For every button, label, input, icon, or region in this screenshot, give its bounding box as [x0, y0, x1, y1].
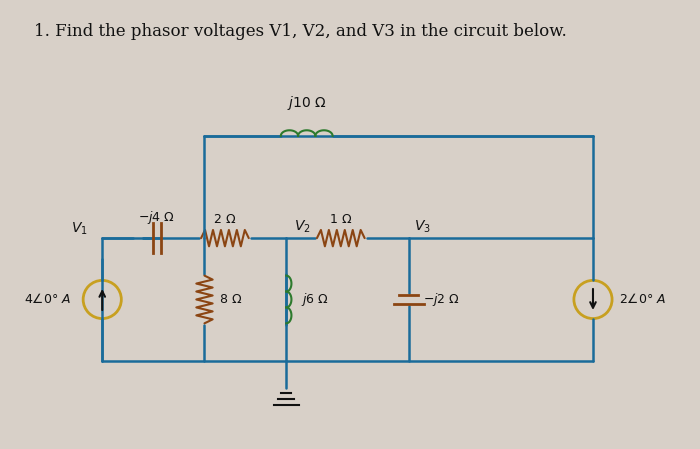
- Text: $-j4\ \Omega$: $-j4\ \Omega$: [138, 209, 175, 226]
- Text: $V_1$: $V_1$: [71, 220, 88, 237]
- Text: $4\angle{0°}\ A$: $4\angle{0°}\ A$: [25, 292, 71, 307]
- Text: $-j2\ \Omega$: $-j2\ \Omega$: [423, 291, 460, 308]
- Text: 1. Find the phasor voltages V1, V2, and V3 in the circuit below.: 1. Find the phasor voltages V1, V2, and …: [34, 23, 567, 40]
- Text: $j10\ \Omega$: $j10\ \Omega$: [287, 94, 327, 112]
- Text: $V_3$: $V_3$: [414, 218, 431, 235]
- Text: $2\ \Omega$: $2\ \Omega$: [214, 213, 237, 226]
- Text: $2\angle{0°}\ A$: $2\angle{0°}\ A$: [619, 292, 666, 307]
- Text: $j6\ \Omega$: $j6\ \Omega$: [301, 291, 329, 308]
- Text: $V_2$: $V_2$: [295, 218, 312, 235]
- Text: $8\ \Omega$: $8\ \Omega$: [220, 293, 243, 306]
- Text: $1\ \Omega$: $1\ \Omega$: [329, 213, 352, 226]
